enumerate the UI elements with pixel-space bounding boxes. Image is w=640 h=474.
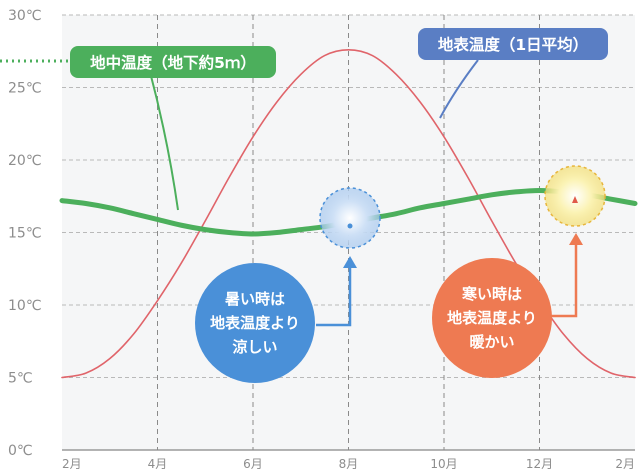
x-tick-label: 2月 (615, 457, 635, 471)
y-tick-label: 20℃ (8, 153, 42, 169)
x-tick-label: 4月 (148, 457, 168, 471)
y-tick-label: 15℃ (8, 226, 42, 242)
y-tick-label: 30℃ (8, 8, 42, 24)
summer-arrow-head (343, 256, 357, 268)
x-tick-label: 2月 (62, 457, 82, 471)
y-tick-label: 25℃ (8, 81, 42, 97)
winter-annotation-line-3: 暖かい (469, 333, 514, 351)
winter-annotation-line-2: 地表温度より (447, 309, 537, 327)
winter-arrow-head (569, 233, 583, 245)
y-axis-ticks: 0℃ 5℃ 10℃ 15℃ 20℃ 25℃ 30℃ (8, 8, 42, 459)
x-tick-label: 10月 (430, 457, 457, 471)
x-tick-label: 6月 (243, 457, 263, 471)
winter-annotation-line-1: 寒い時は (462, 285, 522, 303)
winter-arrow (548, 243, 578, 318)
summer-highlight-circle (319, 187, 381, 249)
y-tick-label: 5℃ (8, 371, 33, 387)
summer-annotation-line-2: 地表温度より (210, 314, 300, 332)
summer-arrow (316, 266, 352, 327)
ground-temp-tag-label: 地中温度（地下約5ｍ） (90, 53, 256, 72)
x-tick-label: 12月 (526, 457, 553, 471)
x-tick-label: 8月 (339, 457, 359, 471)
summer-highlight-point (347, 223, 353, 229)
y-tick-label: 10℃ (8, 298, 42, 314)
ground-temp-leader (149, 71, 179, 211)
winter-highlight-marker (572, 196, 578, 203)
summer-annotation-line-3: 涼しい (232, 338, 277, 356)
surface-temp-tag (418, 28, 608, 60)
y-tick-label: 0℃ (8, 443, 33, 459)
x-axis-ticks: 2月 4月 6月 8月 10月 12月 2月 (62, 457, 635, 471)
ground-temp-tag (70, 46, 276, 78)
surface-temp-leader (439, 59, 479, 119)
summer-annotation-bubble (195, 263, 315, 383)
summer-annotation-line-1: 暑い時は (225, 290, 285, 308)
winter-annotation-bubble (432, 258, 552, 378)
surface-temp-tag-label: 地表温度（1日平均） (438, 35, 588, 54)
